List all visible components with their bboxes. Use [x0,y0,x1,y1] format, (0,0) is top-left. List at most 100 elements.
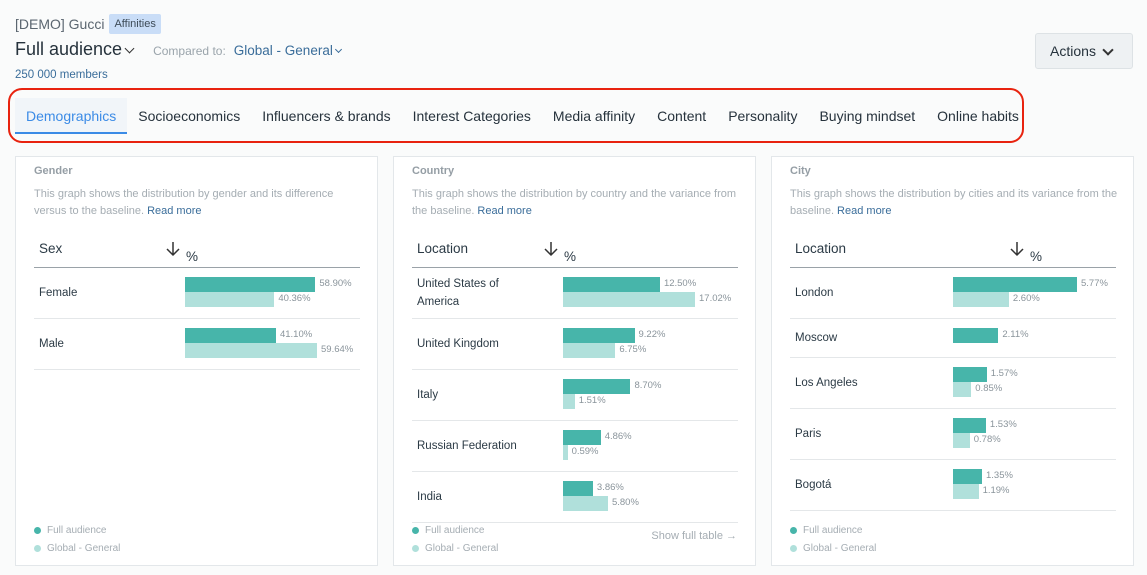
legend-dot [34,526,41,534]
table-row: United States of America 12.50% 17.02% [412,268,738,319]
table-row: United Kingdom 9.22% 6.75% [412,319,738,370]
tab-influencers-brands[interactable]: Influencers & brands [262,108,391,124]
table-header: Location % [790,233,1116,268]
description-text: This graph shows the distribution by cit… [790,188,1118,217]
read-more-link[interactable]: Read more [837,205,892,217]
tab-content[interactable]: Content [657,108,707,124]
tab-personality[interactable]: Personality [728,108,798,124]
full-audience-value: 8.70% [634,380,662,391]
legend-dot [790,544,797,552]
row-label: Los Angeles [795,377,858,389]
baseline-bar: 59.64% [185,343,353,358]
full-audience-bar: 41.10% [185,328,312,343]
tab-media-affinity[interactable]: Media affinity [552,108,636,124]
legend-label: Global - General [803,542,877,554]
compared-value: Global - General [233,43,333,58]
read-more-link[interactable]: Read more [147,205,202,217]
full-audience-bar: 1.53% [953,418,1017,433]
full-audience-value: 2.11% [1002,329,1029,340]
baseline-bar: 17.02% [563,292,731,307]
legend-baseline: Global - General [412,539,498,557]
baseline-value: 17.02% [699,293,732,304]
table-row: Russian Federation 4.86% 0.59% [412,421,738,472]
full-audience-bar: 58.90% [185,277,352,292]
audience-selector[interactable]: Full audience [15,39,139,60]
chevron-down-icon [1102,43,1114,56]
card-title: Country [412,165,455,177]
compared-selector[interactable]: Global - General [233,43,342,58]
legend: Full audience Global - General [412,521,498,557]
chevron-down-icon [124,43,135,54]
actions-button[interactable]: Actions [1035,33,1133,69]
full-audience-value: 3.86% [596,482,624,493]
audience-label: Full audience [15,39,123,59]
row-label: Russian Federation [417,440,517,452]
gender-card: Gender This graph shows the distribution… [15,156,378,566]
full-audience-bar: 8.70% [563,379,661,394]
row-label: India [417,491,442,503]
card-title: Gender [34,165,73,177]
show-full-label: Show full table [651,530,723,542]
row-label: Italy [417,389,439,401]
row-label: London [795,287,834,299]
tab-demographics[interactable]: Demographics [15,98,128,134]
baseline-value: 0.78% [973,434,1001,445]
arrow-right-icon: → [726,530,737,542]
column-header: Location [417,241,469,256]
show-full-table-link[interactable]: Show full table → [651,530,737,542]
read-more-link[interactable]: Read more [477,205,532,217]
tab-bar: Demographics Socioeconomics Influencers & … [15,98,1030,134]
affinities-badge: Affinities [109,14,161,34]
tab-socioeconomics[interactable]: Socioeconomics [138,108,241,124]
legend-label: Global - General [425,542,499,554]
tab-interest-categories[interactable]: Interest Categories [412,108,531,124]
legend-baseline: Global - General [790,539,876,557]
table-row: Female 58.90% 40.36% [34,268,360,319]
row-label: Paris [795,428,822,440]
baseline-value: 6.75% [619,344,647,355]
legend-dot [412,544,419,552]
legend-full: Full audience [790,521,876,539]
full-audience-value: 4.86% [604,431,632,442]
country-card: Country This graph shows the distributio… [393,156,756,566]
percent-label: % [186,249,199,264]
baseline-value: 2.60% [1012,293,1040,304]
row-label: United Kingdom [417,338,499,350]
column-header: Location [795,241,847,256]
full-audience-bar: 3.86% [563,481,624,496]
tab-buying-mindset[interactable]: Buying mindset [819,108,916,124]
tab-online-habits[interactable]: Online habits [937,108,1019,124]
full-audience-bar: 5.77% [953,277,1108,292]
project-name: [DEMO] Gucci Affinities [15,14,161,34]
baseline-value: 40.36% [278,293,311,304]
baseline-value: 1.19% [982,485,1010,496]
legend-dot [412,526,419,534]
table-row: Moscow 2.11% [790,319,1116,358]
baseline-bar: 5.80% [563,496,639,511]
description-text: This graph shows the distribution by gen… [34,188,334,217]
full-audience-bar: 9.22% [563,328,665,343]
arrow-down-icon [1010,242,1024,257]
table-row: Male 41.10% 59.64% [34,319,360,370]
full-audience-value: 58.90% [319,278,352,289]
table-row: India 3.86% 5.80% [412,472,738,523]
full-audience-value: 1.57% [990,368,1018,379]
compared-label: Compared to: [153,44,226,58]
baseline-value: 0.85% [975,383,1003,394]
card-description: This graph shows the distribution by gen… [34,186,364,220]
full-audience-value: 1.53% [989,419,1017,430]
full-audience-bar: 2.11% [953,328,1029,343]
data-table: Location % London 5.77% 2.60% Moscow 2.1… [790,233,1116,511]
baseline-bar: 40.36% [185,292,311,307]
brand-name: [DEMO] Gucci [15,16,105,32]
legend-label: Global - General [47,542,121,554]
arrow-down-icon [544,242,558,257]
full-audience-bar: 1.35% [953,469,1013,484]
legend-label: Full audience [47,524,107,536]
row-label: Bogotá [795,479,832,491]
baseline-bar: 1.51% [563,394,606,409]
chevron-down-icon [334,45,342,54]
baseline-value: 1.51% [578,395,606,406]
legend-dot [790,526,797,534]
full-audience-value: 41.10% [279,329,313,340]
